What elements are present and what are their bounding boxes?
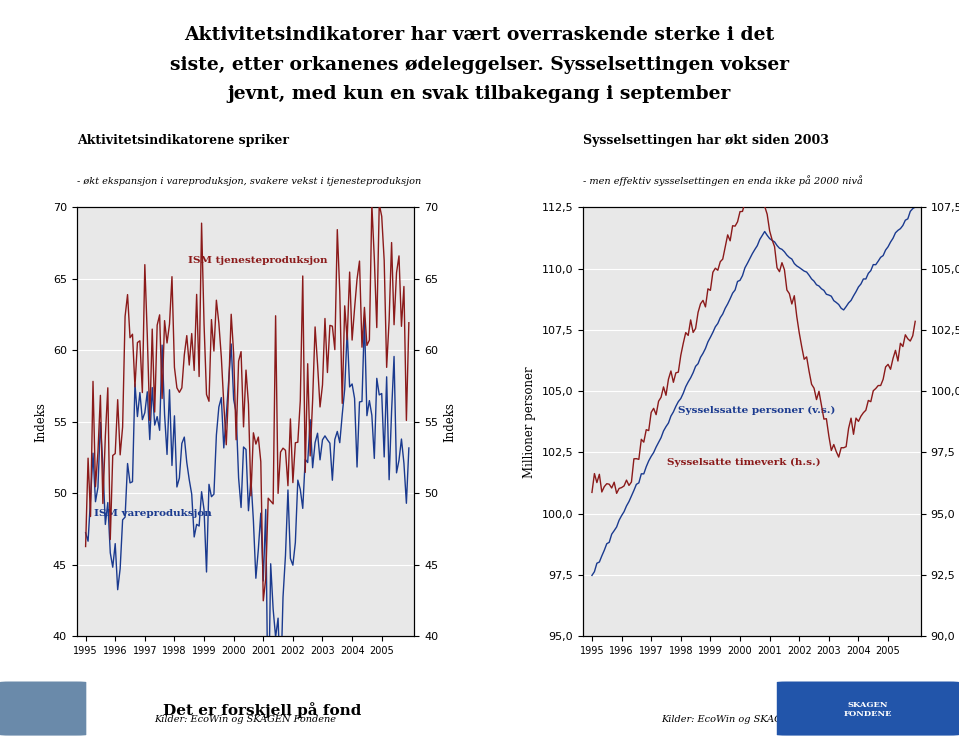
Text: Sysselsettingen har økt siden 2003: Sysselsettingen har økt siden 2003 bbox=[583, 134, 829, 147]
Text: Det er forskjell på fond: Det er forskjell på fond bbox=[163, 702, 362, 718]
Text: ISM vareproduksjon: ISM vareproduksjon bbox=[94, 509, 211, 518]
Text: Aktivitetsindikatorene spriker: Aktivitetsindikatorene spriker bbox=[77, 134, 289, 147]
Text: - men effektiv sysselsettingen en enda ikke på 2000 nivå: - men effektiv sysselsettingen en enda i… bbox=[583, 175, 863, 186]
Text: Kilder: EcoWin og SKAGEN Fondene: Kilder: EcoWin og SKAGEN Fondene bbox=[154, 716, 337, 724]
Text: siste, etter orkanenes ødeleggelser. Sysselsettingen vokser: siste, etter orkanenes ødeleggelser. Sys… bbox=[170, 56, 789, 73]
Text: Aktivitetsindikatorer har vært overraskende sterke i det: Aktivitetsindikatorer har vært overraske… bbox=[184, 26, 775, 44]
Y-axis label: Millioner personer: Millioner personer bbox=[524, 366, 536, 477]
Text: - økt ekspansjon i vareproduksjon, svakere vekst i tjenesteproduksjon: - økt ekspansjon i vareproduksjon, svake… bbox=[77, 177, 421, 186]
Text: Sysselsatte timeverk (h.s.): Sysselsatte timeverk (h.s.) bbox=[667, 457, 821, 467]
FancyBboxPatch shape bbox=[0, 682, 86, 736]
Text: Sysselssatte personer (v.s.): Sysselssatte personer (v.s.) bbox=[678, 406, 835, 415]
Text: Kilder: EcoWin og SKAGEN Fondene: Kilder: EcoWin og SKAGEN Fondene bbox=[661, 716, 843, 724]
Y-axis label: Indeks: Indeks bbox=[444, 402, 456, 442]
Text: jevnt, med kun en svak tilbakegang i september: jevnt, med kun en svak tilbakegang i sep… bbox=[228, 85, 731, 103]
FancyBboxPatch shape bbox=[777, 682, 959, 736]
Text: SKAGEN
FONDENE: SKAGEN FONDENE bbox=[844, 702, 892, 719]
Y-axis label: Indeks: Indeks bbox=[35, 402, 47, 442]
Text: ISM tjenesteproduksjon: ISM tjenesteproduksjon bbox=[188, 256, 328, 265]
